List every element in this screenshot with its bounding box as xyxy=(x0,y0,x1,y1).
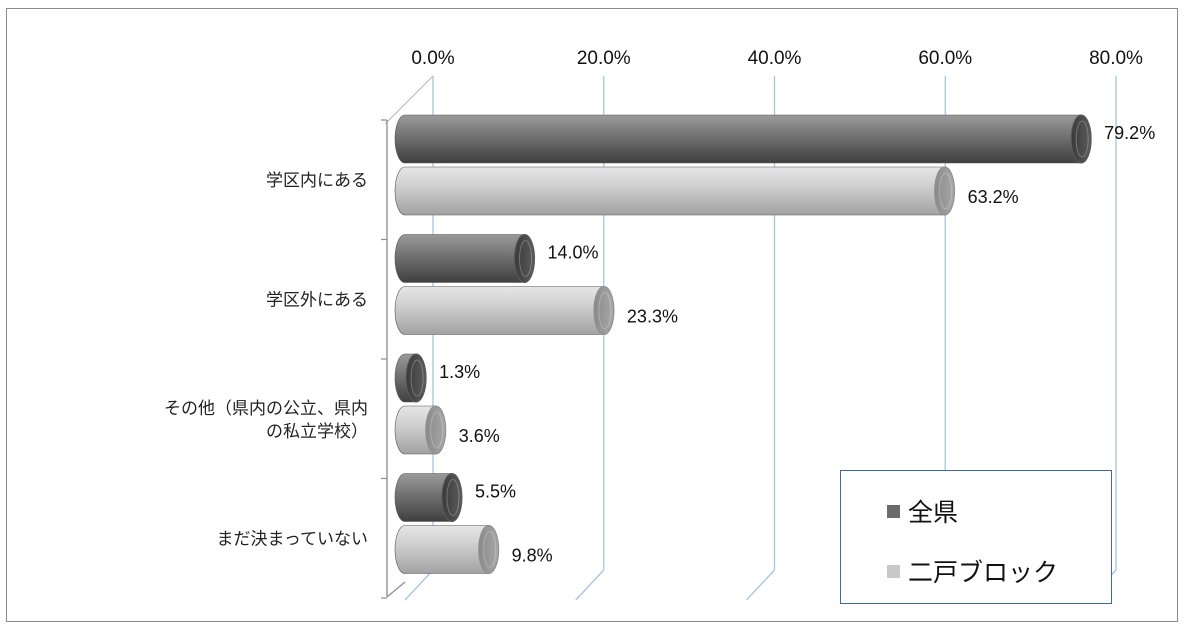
bar-end-cap xyxy=(934,166,956,216)
axis-corner xyxy=(386,581,406,598)
bar-body xyxy=(394,114,1092,164)
axis-top-edge xyxy=(384,75,434,125)
data-label: 14.0% xyxy=(548,243,599,263)
legend-label-series-2: 二戸ブロック xyxy=(908,558,1059,587)
x-tick-label: 80.0% xyxy=(1089,48,1143,69)
x-tick-label: 40.0% xyxy=(748,48,802,69)
category-label: その他（県内の公立、県内 xyxy=(164,399,368,419)
bar-end-cap xyxy=(593,286,615,335)
data-label: 63.2% xyxy=(968,187,1019,207)
bar-end-cap xyxy=(514,234,536,283)
bar-end-cap xyxy=(425,405,447,455)
bars: 79.2% 63.2% 14.0% 23.3% 1.3% 3.6% 5.5% 9.8% xyxy=(394,114,1155,574)
bar-body xyxy=(394,234,535,283)
bar-series-1 xyxy=(394,114,1092,164)
legend-swatch-series-1 xyxy=(887,504,900,518)
bar-end-cap xyxy=(478,525,500,574)
bar-series-2 xyxy=(394,405,447,455)
bar-end-cap-highlight xyxy=(483,531,497,568)
x-tick-label: 20.0% xyxy=(577,48,631,69)
legend: 全県 二戸ブロック xyxy=(840,470,1112,604)
data-label: 23.3% xyxy=(627,307,678,327)
bar-end-cap-highlight xyxy=(1075,120,1089,158)
bar-end-cap-highlight xyxy=(446,479,460,516)
data-label: 1.3% xyxy=(439,362,480,382)
legend-item-series-2: 二戸ブロック xyxy=(887,553,1058,589)
legend-swatch-series-2 xyxy=(887,564,900,578)
axes xyxy=(381,75,434,599)
gridline-floor xyxy=(404,569,434,601)
bar-end-cap-highlight xyxy=(939,172,953,210)
data-label: 3.6% xyxy=(459,426,500,446)
legend-item-series-1: 全県 xyxy=(887,493,958,529)
bar-body xyxy=(394,286,615,335)
bar-end-cap xyxy=(405,353,427,403)
data-label: 5.5% xyxy=(475,482,516,502)
data-label: 9.8% xyxy=(512,546,553,566)
bar-end-cap xyxy=(1070,114,1092,164)
bar-body xyxy=(394,166,955,216)
x-tick-labels: 0.0% 20.0% 40.0% 60.0% 80.0% xyxy=(411,48,1143,69)
bar-series-1 xyxy=(394,353,427,403)
bar-series-2 xyxy=(394,525,500,574)
legend-label-series-1: 全県 xyxy=(908,498,959,527)
category-label: 学区内にある xyxy=(266,171,368,191)
x-tick-label: 0.0% xyxy=(411,48,454,69)
bar-series-2 xyxy=(394,166,956,216)
gridline-floor xyxy=(575,569,605,601)
bar-end-cap-highlight xyxy=(598,292,612,329)
gridline-floor xyxy=(746,569,775,601)
bar-end-cap-highlight xyxy=(519,240,533,277)
bar-series-2 xyxy=(394,286,615,335)
category-label: まだ決まっていない xyxy=(217,530,368,550)
bar-series-1 xyxy=(394,473,463,522)
category-label: 学区外にある xyxy=(266,291,368,311)
data-label: 79.2% xyxy=(1104,123,1155,143)
bar-end-cap-highlight xyxy=(430,411,444,449)
bar-series-1 xyxy=(394,234,536,283)
bar-end-cap-highlight xyxy=(410,359,424,397)
x-tick-label: 60.0% xyxy=(918,48,972,69)
bar-end-cap xyxy=(441,473,463,522)
category-label: の私立学校） xyxy=(266,422,368,442)
